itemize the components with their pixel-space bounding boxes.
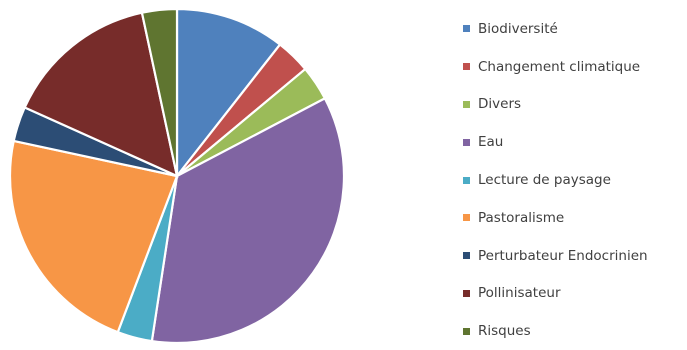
- legend-item-pollinisateur: Pollinisateur: [463, 275, 685, 313]
- legend-item-eau: Eau: [463, 123, 685, 161]
- legend-item-divers: Divers: [463, 86, 685, 124]
- legend-item-risques: Risques: [463, 312, 685, 350]
- legend-swatch: [463, 25, 470, 33]
- legend-label: Biodiversité: [478, 20, 558, 37]
- legend-label: Pollinisateur: [478, 285, 561, 302]
- legend-label: Pastoralisme: [478, 209, 565, 226]
- pie-slice-risques: [140, 7, 179, 177]
- legend-item-biodiversite: Biodiversité: [463, 10, 685, 48]
- pie-chart: [8, 7, 346, 342]
- legend-label: Changement climatique: [478, 58, 641, 75]
- legend-swatch: [463, 100, 470, 108]
- pie-slices: [8, 7, 346, 342]
- legend-item-lecture-de-paysage: Lecture de paysage: [463, 161, 685, 199]
- legend-label: Lecture de paysage: [478, 172, 611, 189]
- legend-swatch: [463, 289, 470, 297]
- legend-label: Divers: [478, 96, 522, 113]
- legend-swatch: [463, 176, 470, 184]
- pie-slice-pollinisateur: [23, 11, 179, 178]
- pie-slice-biodiversite: [175, 7, 282, 180]
- legend-item-pastoralisme: Pastoralisme: [463, 199, 685, 237]
- legend: Biodiversité Changement climatique Divers E…: [463, 10, 685, 350]
- legend-swatch: [463, 214, 470, 222]
- legend-swatch: [463, 63, 470, 71]
- legend-label: Eau: [478, 134, 504, 151]
- legend-swatch: [463, 327, 470, 335]
- legend-item-perturbateur-endocrinien: Perturbateur Endocrinien: [463, 237, 685, 275]
- legend-item-changement-climatique: Changement climatique: [463, 48, 685, 86]
- pie-slice-pastoralisme: [8, 139, 179, 334]
- legend-swatch: [463, 252, 470, 260]
- legend-label: Perturbateur Endocrinien: [478, 247, 648, 264]
- legend-label: Risques: [478, 323, 531, 340]
- pie-slice-eau: [150, 96, 346, 342]
- legend-swatch: [463, 138, 470, 146]
